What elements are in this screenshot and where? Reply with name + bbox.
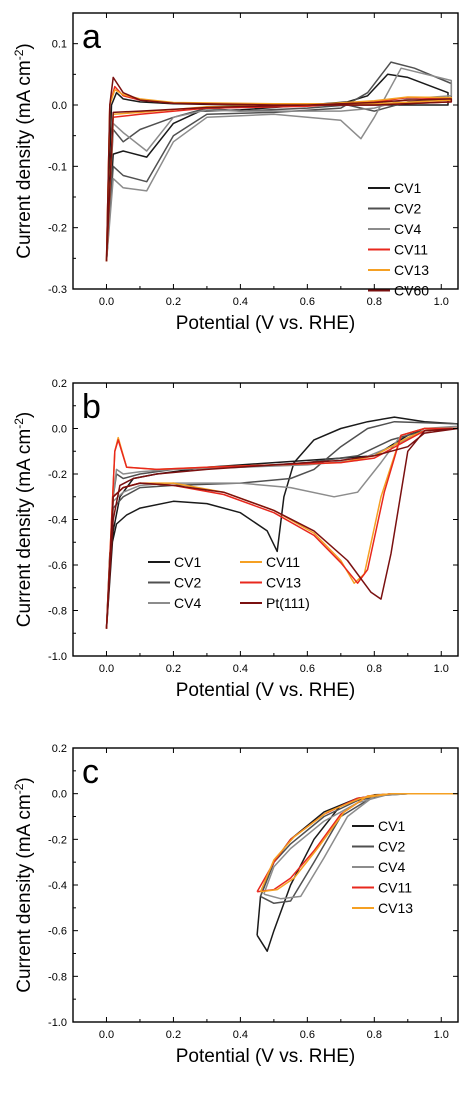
panel-label: a [82,18,101,56]
series-line-cv60 [105,76,453,262]
series-group [105,61,453,262]
legend-label: CV1 [174,554,201,570]
x-tick-label: 0.6 [300,296,315,308]
panel-b: 0.0 0.2 0.4 0.6 0.8 1.0 -1.0 -0.8 -0.6 -0.4 -0.2 0.… [12,378,459,701]
y-tick-label: 0.0 [52,424,67,436]
y-tick-label: -1.0 [48,1017,67,1029]
y-tick-label: -1.0 [48,651,67,663]
legend: CV1 CV2 CV4 CV11 CV13 [352,818,413,916]
y-axis-label: Current density (mA cm-2) [12,43,35,259]
panel-label: c [82,753,99,791]
y-tick-label: -0.3 [48,284,67,296]
y-axis-label: Current density (mA cm-2) [12,412,35,628]
x-tick-label: 0.6 [300,1029,315,1041]
y-axis-label-close: ) [14,777,35,783]
legend-label: CV11 [266,554,300,570]
series-line-cv1 [256,792,458,952]
series-group [105,416,458,629]
y-axis-label-main: Current density (mA cm [14,60,35,259]
y-tick-label: -0.6 [48,560,67,572]
x-tick-label: 0.0 [99,663,114,675]
legend-label: CV2 [174,575,201,591]
x-axis-label: Potential (V vs. RHE) [176,680,356,701]
y-axis-label-superscript: -2 [12,49,26,60]
legend-label: CV13 [394,262,429,278]
x-tick-label: 1.0 [434,663,449,675]
x-tick-label: 1.0 [434,1029,449,1041]
legend-label: CV11 [394,242,428,258]
legend-label: CV13 [266,575,301,591]
x-tick-label: 0.0 [99,296,114,308]
x-tick-label: 0.2 [166,1029,181,1041]
y-tick-label: -0.2 [48,223,67,235]
y-axis-label-superscript: -2 [12,783,26,794]
legend-label: CV2 [378,839,405,855]
series-line-pt111 [105,427,458,629]
y-tick-label: 0.2 [52,378,67,390]
legend-label: CV1 [378,818,405,834]
series-line-cv13 [259,792,458,893]
x-tick-label: 1.0 [434,296,449,308]
y-tick-label: -0.6 [48,926,67,938]
y-tick-label: -0.1 [48,161,67,173]
x-axis-label: Potential (V vs. RHE) [176,1046,356,1067]
x-tick-label: 0.8 [367,296,382,308]
series-line-cv1 [105,73,449,262]
x-tick-label: 0.4 [233,1029,248,1041]
legend-label: CV2 [394,201,421,217]
y-tick-label: 0.0 [52,100,67,112]
y-tick-label: -0.4 [48,880,67,892]
x-tick-label: 0.6 [300,663,315,675]
legend-label: CV4 [394,221,421,237]
y-axis-label-superscript: -2 [12,418,26,429]
x-tick-label: 0.4 [233,663,248,675]
x-tick-label: 0.4 [233,296,248,308]
x-tick-label: 0.0 [99,1029,114,1041]
y-axis-label-main: Current density (mA cm [14,429,35,628]
plot-frame [72,12,459,290]
y-tick-label: -0.2 [48,834,67,846]
x-axis-label: Potential (V vs. RHE) [176,313,356,334]
legend-label: CV4 [378,859,405,875]
y-tick-label: 0.2 [52,743,67,755]
x-tick-label: 0.8 [367,1029,382,1041]
x-tick-label: 0.8 [367,663,382,675]
y-axis-label: Current density (mA cm-2) [12,777,35,993]
plot-frame [72,382,459,657]
legend: CV1 CV2 CV4 CV11 CV13 Pt(111) [148,554,310,611]
y-axis-label-close: ) [14,43,35,49]
y-axis-label-main: Current density (mA cm [14,794,35,993]
panel-label: b [82,388,101,426]
panel-c: 0.0 0.2 0.4 0.6 0.8 1.0 -1.0 -0.8 -0.6 -0.4 -0.2 0.… [12,743,459,1067]
y-tick-label: -0.8 [48,971,67,983]
legend-label: CV60 [394,283,429,299]
x-tick-label: 0.2 [166,663,181,675]
legend: CV1 CV2 CV4 CV11 CV13 CV60 [368,180,429,299]
legend-label: CV1 [394,180,421,196]
panel-a: 0.0 0.2 0.4 0.6 0.8 1.0 -0.3 -0.2 -0.1 0.0 0.1 a Pot… [12,12,459,334]
legend-label: CV11 [378,880,412,896]
y-tick-label: -0.8 [48,606,67,618]
x-tick-label: 0.2 [166,296,181,308]
y-tick-label: -0.2 [48,469,67,481]
legend-label: CV13 [378,900,413,916]
legend-label: Pt(111) [266,595,310,611]
y-tick-label: 0.1 [52,39,67,51]
y-tick-label: 0.0 [52,789,67,801]
legend-label: CV4 [174,595,201,611]
y-axis-label-close: ) [14,412,35,418]
series-group [256,792,458,952]
y-tick-label: -0.4 [48,515,67,527]
series-line-cv4 [105,67,453,262]
